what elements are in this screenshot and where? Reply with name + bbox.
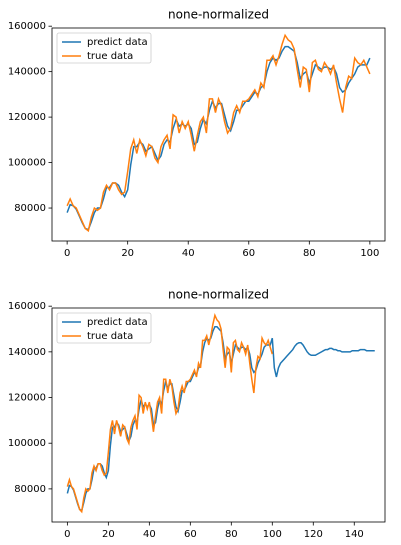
y-tick-label: 80000: [14, 203, 46, 214]
legend-label: true data: [87, 51, 133, 62]
x-tick-label: 120: [304, 529, 323, 540]
y-tick-label: 100000: [8, 158, 46, 169]
x-tick-label: 60: [242, 248, 255, 259]
x-tick-label: 100: [263, 529, 282, 540]
x-tick-label: 40: [182, 248, 195, 259]
data-line: [66, 45, 371, 231]
y-tick-label: 120000: [8, 393, 46, 404]
y-tick-label: 80000: [14, 484, 46, 495]
legend-label: true data: [87, 331, 133, 342]
y-tick-label: 120000: [8, 112, 46, 123]
chart-title: none-normalized: [168, 8, 269, 22]
x-tick-label: 80: [225, 529, 238, 540]
legend-label: predict data: [87, 37, 148, 48]
x-tick-label: 20: [121, 248, 134, 259]
y-tick-label: 140000: [8, 347, 46, 358]
data-line: [66, 33, 371, 233]
x-tick-label: 80: [303, 248, 316, 259]
x-tick-label: 40: [143, 529, 156, 540]
y-tick-label: 160000: [8, 21, 46, 32]
data-line: [66, 325, 375, 512]
x-tick-label: 60: [184, 529, 197, 540]
y-tick-label: 140000: [8, 67, 46, 78]
x-tick-label: 0: [64, 529, 70, 540]
x-tick-label: 100: [360, 248, 379, 259]
y-tick-label: 160000: [8, 301, 46, 312]
axes-frame: [51, 27, 386, 242]
x-tick-label: 0: [64, 248, 70, 259]
x-tick-label: 140: [345, 529, 364, 540]
y-tick-label: 100000: [8, 438, 46, 449]
x-tick-label: 20: [102, 529, 115, 540]
data-line: [66, 312, 274, 514]
axes-frame: [51, 307, 386, 523]
chart-title: none-normalized: [168, 288, 269, 302]
legend-label: predict data: [87, 317, 148, 328]
